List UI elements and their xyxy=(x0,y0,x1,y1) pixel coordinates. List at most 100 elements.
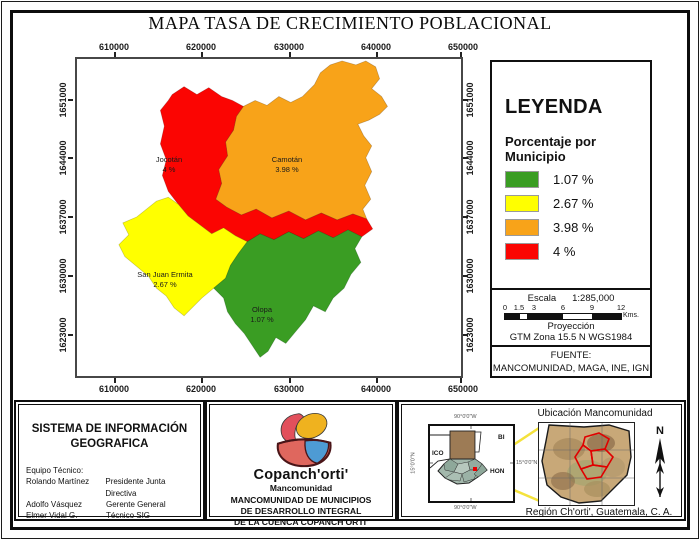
region-camotan xyxy=(215,60,388,221)
sig-panel: SISTEMA DE INFORMACIÓN GEOGRAFICA Equipo… xyxy=(14,400,205,521)
legend-item: 1.07 % xyxy=(505,171,650,188)
axis-tick xyxy=(201,52,203,57)
department-shape xyxy=(473,463,488,478)
axis-label-y: 1651000 xyxy=(465,82,475,118)
region-san-juan-ermita xyxy=(118,196,248,317)
scale-bar-tick: 3 xyxy=(531,303,537,313)
department-shape xyxy=(443,458,459,473)
region-jocotan xyxy=(159,86,374,243)
legend-label: 4 % xyxy=(553,244,576,259)
scale-section: Escala 1:285,000 0 1.5 3 6 9 12 Kms. xyxy=(492,288,650,345)
municipalities-canvas xyxy=(118,60,388,358)
scale-bar-tick: 12 xyxy=(616,303,626,313)
main-border xyxy=(10,10,690,530)
coord-label-bottom: 90°0'0"W xyxy=(454,505,477,511)
org-full-name: MANCOMUNIDAD DE MUNICIPIOS DE DESARROLLO… xyxy=(230,495,372,527)
axis-label-y: 1623000 xyxy=(58,317,68,353)
region-olopa xyxy=(213,229,363,358)
axis-label-y: 1637000 xyxy=(465,199,475,235)
axis-label-x: 640000 xyxy=(360,384,392,394)
axis-label-x: 640000 xyxy=(360,42,392,52)
axis-label-x: 620000 xyxy=(185,42,217,52)
scale-bar-tick: 9 xyxy=(589,303,595,313)
terrain-patch xyxy=(584,481,610,497)
location-panel: Ubicación Mancomunidad 90°0'0"W 90°0'0"W… xyxy=(397,400,686,521)
axis-label-x: 610000 xyxy=(98,42,130,52)
scale-bar-tick: 1.5 xyxy=(513,303,525,313)
legend-swatch-green xyxy=(505,171,539,188)
axis-tick xyxy=(376,52,378,57)
axis-tick xyxy=(201,378,203,383)
projection-value: GTM Zona 15.5 N WGS1984 xyxy=(509,332,633,344)
compass-arrow-bottom xyxy=(656,487,664,497)
axis-label-y: 1630000 xyxy=(465,258,475,294)
axis-tick xyxy=(463,99,468,101)
coord-label-top: 90°0'0"W xyxy=(454,414,477,420)
scale-ratio: 1:285,000 xyxy=(572,293,615,305)
team-row: Adolfo Vásquez Gerente General xyxy=(26,500,166,510)
peten-region xyxy=(449,430,476,460)
axis-tick xyxy=(289,52,291,57)
legend-swatch-yellow xyxy=(505,195,539,212)
axis-tick xyxy=(68,157,73,159)
main-map: Jocotán 4 % Camotán 3.98 % San Juan Ermita… xyxy=(75,57,463,378)
region-label-san-juan-ermita: San Juan Ermita 2.67 % xyxy=(137,270,193,290)
belize-shape xyxy=(474,431,482,453)
axis-tick xyxy=(460,52,462,57)
axis-tick xyxy=(114,378,116,383)
page-title: MAPA TASA DE CRECIMIENTO POBLACIONAL xyxy=(148,13,552,33)
projection-label: Proyección xyxy=(547,321,595,333)
legend-panel: LEYENDA Porcentaje por Municipio 1.07 % … xyxy=(490,60,652,378)
axis-tick xyxy=(463,275,468,277)
mexico-label: ICO xyxy=(432,450,444,457)
org-panel-inner: Copanch'orti' Mancomunidad MANCOMUNIDAD … xyxy=(209,404,393,527)
coord-label-left: 15°0'0"N xyxy=(410,452,417,474)
location-panel-inner: Ubicación Mancomunidad 90°0'0"W 90°0'0"W… xyxy=(401,404,682,518)
legend-swatch-red xyxy=(505,243,539,260)
logo-yellow-shape xyxy=(295,412,328,439)
region-label-olopa: Olopa 1.07 % xyxy=(250,305,274,325)
north-label: N xyxy=(656,425,664,437)
axis-label-x: 630000 xyxy=(273,42,305,52)
chorti-location-dot xyxy=(473,467,477,471)
region-label-camotan: Camotán 3.98 % xyxy=(271,155,303,175)
chorti-region-map xyxy=(538,422,635,506)
municipality-outline xyxy=(579,464,609,480)
logo-rim-line xyxy=(277,438,331,445)
region-label-jocotan: Jocotán 4 % xyxy=(155,155,183,175)
source-text: MANCOMUNIDAD, MAGA, INE, IGN xyxy=(492,363,650,375)
department-shape xyxy=(444,471,463,482)
technical-team: Equipo Técnico: Rolando Martínez Presiden… xyxy=(26,465,198,522)
source-label: FUENTE: xyxy=(550,350,592,362)
bottom-strip: SISTEMA DE INFORMACIÓN GEOGRAFICA Equipo… xyxy=(14,400,686,527)
legend-item: 2.67 % xyxy=(505,195,650,212)
scale-row: Escala 1:285,000 xyxy=(492,293,650,304)
axis-tick xyxy=(68,275,73,277)
scale-bar: 0 1.5 3 6 9 12 Kms. xyxy=(502,303,647,323)
terrain-patch xyxy=(551,472,575,490)
team-label: Equipo Técnico: xyxy=(26,466,84,475)
copanchorti-logo xyxy=(268,410,344,468)
axis-label-y: 1644000 xyxy=(465,140,475,176)
legend-label: 1.07 % xyxy=(553,172,594,187)
axis-label-x: 620000 xyxy=(185,384,217,394)
axis-tick xyxy=(460,378,462,383)
scale-label: Escala xyxy=(527,293,557,305)
sig-panel-inner: SISTEMA DE INFORMACIÓN GEOGRAFICA Equipo… xyxy=(18,404,201,520)
axis-label-y: 1644000 xyxy=(58,140,68,176)
axis-tick xyxy=(114,52,116,57)
scale-unit: Kms. xyxy=(623,312,639,320)
team-row: Rolando Martínez Presidente Junta Directi… xyxy=(26,477,166,498)
sig-title: SISTEMA DE INFORMACIÓN GEOGRAFICA xyxy=(31,423,188,450)
belize-label: BI xyxy=(498,434,505,441)
axis-label-y: 1623000 xyxy=(465,317,475,353)
axis-tick xyxy=(463,157,468,159)
axis-label-y: 1651000 xyxy=(58,82,68,118)
scale-bar-tick: 0 xyxy=(502,303,508,313)
axis-label-x: 650000 xyxy=(447,384,479,394)
axis-tick xyxy=(376,378,378,383)
terrain-patch xyxy=(601,457,625,477)
org-logo-sub: Mancomunidad xyxy=(269,483,333,493)
legend-label: 3.98 % xyxy=(553,220,594,235)
